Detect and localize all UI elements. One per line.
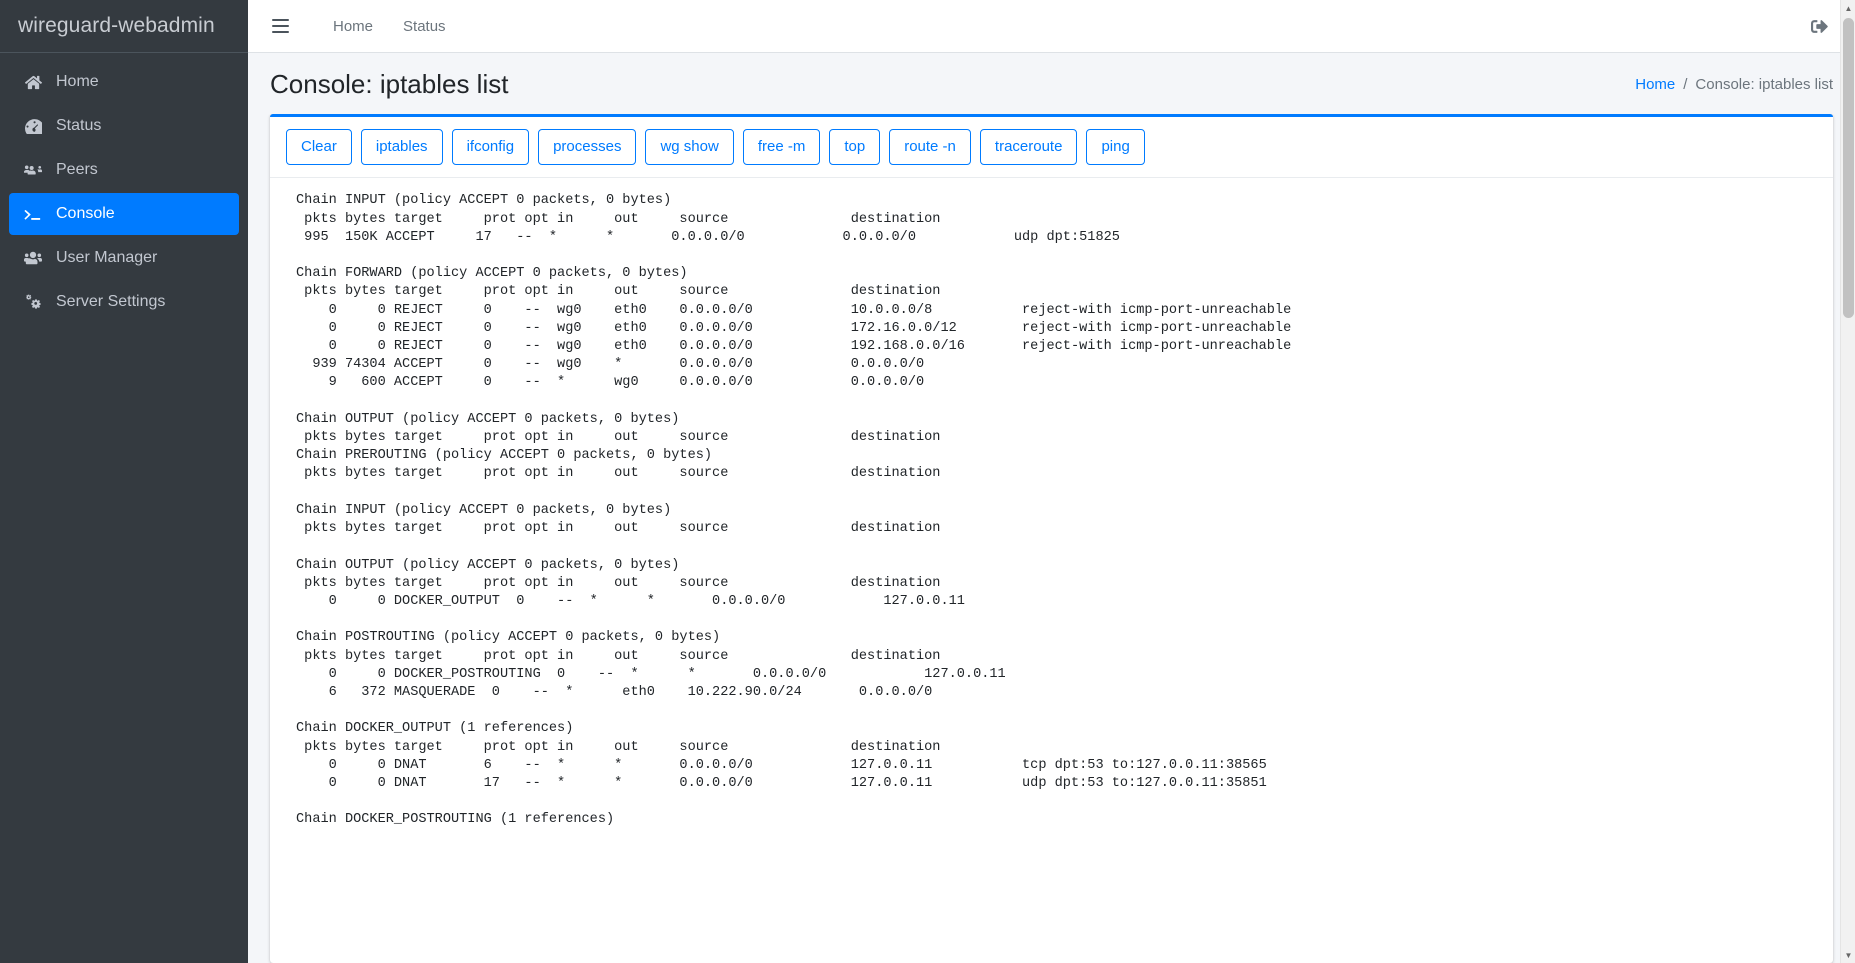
top-button[interactable]: top: [829, 129, 881, 166]
sidebar-item-peers[interactable]: Peers: [9, 149, 239, 191]
sidebar-item-label: User Manager: [56, 249, 158, 266]
free-m-button[interactable]: free -m: [742, 129, 821, 166]
sidebar-item-label: Console: [56, 205, 115, 222]
scroll-down-arrow[interactable]: ▼: [1844, 950, 1853, 960]
page-title: Console: iptables list: [270, 69, 509, 99]
clear-button[interactable]: Clear: [286, 129, 352, 166]
console-output-container: Chain INPUT (policy ACCEPT 0 packets, 0 …: [270, 178, 1833, 963]
terminal-icon: [21, 205, 45, 223]
sidebar-item-home[interactable]: Home: [9, 61, 239, 103]
hamburger-icon[interactable]: [268, 13, 294, 39]
traceroute-button[interactable]: traceroute: [979, 129, 1078, 166]
console-output: Chain INPUT (policy ACCEPT 0 packets, 0 …: [296, 193, 1292, 828]
sidebar-item-label: Server Settings: [56, 293, 166, 310]
ifconfig-button[interactable]: ifconfig: [451, 129, 530, 166]
breadcrumb-current: Console: iptables list: [1695, 76, 1833, 94]
topnav-link-home[interactable]: Home: [333, 17, 374, 35]
peers-icon: [21, 161, 45, 179]
breadcrumb-home[interactable]: Home: [1635, 76, 1676, 94]
content-header: Console: iptables list Home / Console: i…: [248, 53, 1855, 115]
sidebar-item-server-settings[interactable]: Server Settings: [9, 281, 239, 323]
console-card: Clear iptables ifconfig processes wg sho…: [270, 114, 1833, 963]
route-n-button[interactable]: route -n: [889, 129, 971, 166]
logout-icon[interactable]: [1805, 12, 1833, 40]
sidebar-item-status[interactable]: Status: [9, 105, 239, 147]
page-scrollbar[interactable]: ▲ ▼: [1840, 0, 1855, 963]
sidebar-item-label: Home: [56, 73, 99, 90]
users-icon: [21, 249, 45, 267]
gears-icon: [21, 293, 45, 311]
breadcrumb-separator: /: [1683, 76, 1688, 94]
ping-button[interactable]: ping: [1086, 129, 1145, 166]
processes-button[interactable]: processes: [538, 129, 637, 166]
sidebar: wireguard-webadmin Home Status Peers: [0, 0, 248, 963]
topnav-link-status[interactable]: Status: [403, 17, 446, 35]
sidebar-item-label: Status: [56, 117, 102, 134]
breadcrumb: Home / Console: iptables list: [1635, 76, 1833, 93]
sidebar-item-label: Peers: [56, 161, 98, 178]
home-icon: [21, 74, 45, 91]
scrollbar-thumb[interactable]: [1843, 18, 1854, 318]
sidebar-nav: Home Status Peers Console: [0, 53, 248, 325]
iptables-button[interactable]: iptables: [360, 129, 443, 166]
main-area: Home Status Console: iptables list Home …: [248, 0, 1855, 963]
sidebar-item-user-manager[interactable]: User Manager: [9, 237, 239, 279]
gauge-icon: [21, 118, 45, 135]
topbar: Home Status: [248, 0, 1855, 53]
scroll-up-arrow[interactable]: ▲: [1844, 3, 1853, 13]
wg-show-button[interactable]: wg show: [645, 129, 734, 166]
console-toolbar: Clear iptables ifconfig processes wg sho…: [270, 117, 1833, 179]
brand-title[interactable]: wireguard-webadmin: [0, 0, 248, 53]
content-body: Clear iptables ifconfig processes wg sho…: [248, 114, 1855, 963]
sidebar-item-console[interactable]: Console: [9, 193, 239, 235]
